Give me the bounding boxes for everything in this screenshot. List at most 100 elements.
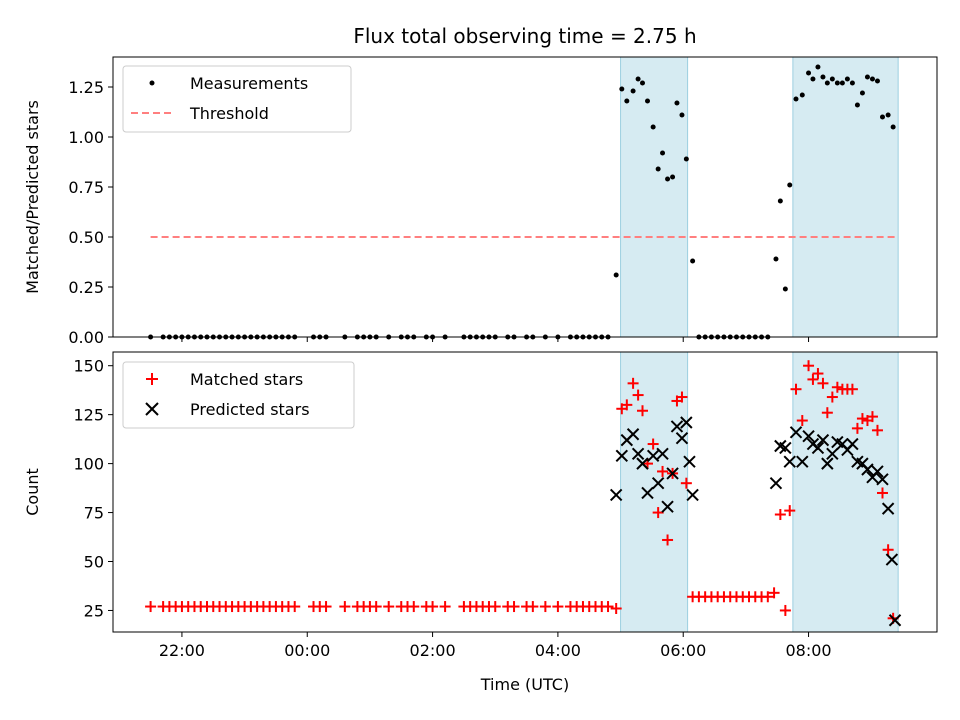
y-tick-label: 125	[73, 406, 104, 425]
matched-star-point	[774, 509, 786, 521]
predicted-star-point	[769, 476, 783, 490]
measurement-point	[849, 80, 855, 86]
matched-star-point	[807, 373, 819, 385]
bottom-series	[145, 360, 902, 627]
legend-measurements-label: Measurements	[190, 74, 308, 93]
matched-star-point	[876, 487, 888, 499]
top-legend-box	[122, 65, 352, 133]
matched-star-point	[647, 438, 659, 450]
predicted-star-point	[783, 455, 796, 468]
matched-star-point	[851, 422, 863, 434]
predicted-star-point	[885, 553, 899, 566]
measurement-point	[660, 150, 666, 156]
predicted-star-point	[675, 431, 689, 445]
matched-star-point	[662, 534, 674, 546]
measurement-point	[834, 80, 840, 86]
matched-star-point	[339, 601, 351, 613]
chart-title: Flux total observing time = 2.75 h	[353, 24, 696, 48]
bottom-y-axis-label: Count	[23, 468, 42, 516]
matched-star-point	[552, 601, 564, 613]
matched-star-point	[427, 601, 439, 613]
predicted-star-point	[811, 441, 825, 455]
bottom-panel: 25 50 75 100 125 150 22:00 00:00 02:00 04:00 06:0…	[23, 351, 938, 694]
x-tick-label: 02:00	[410, 641, 456, 660]
legend-predicted-label: Predicted stars	[190, 400, 310, 419]
matched-star-point	[652, 507, 664, 519]
measurement-point	[624, 98, 630, 104]
matched-star-point	[145, 601, 157, 613]
y-tick-label: 25	[84, 601, 104, 620]
y-tick-label: 1.25	[68, 78, 104, 97]
matched-star-point	[289, 601, 301, 613]
measurement-point	[630, 88, 636, 94]
y-tick-label: 1.00	[68, 128, 104, 147]
matched-star-point	[846, 383, 858, 395]
predicted-star-point	[636, 457, 649, 470]
predicted-star-point	[871, 465, 884, 478]
measurement-point	[619, 86, 625, 92]
matched-star-point	[439, 601, 451, 613]
y-tick-label: 75	[84, 504, 104, 523]
predicted-star-point	[683, 455, 696, 468]
x-tick-label: 00:00	[284, 641, 330, 660]
top-axes-frame	[112, 56, 938, 338]
matched-star-point	[602, 601, 614, 613]
matched-star-point	[408, 601, 420, 613]
matched-star-point	[882, 544, 894, 556]
measurement-point	[885, 112, 891, 118]
measurement-point	[639, 80, 645, 86]
measurement-point	[613, 272, 619, 278]
x-tick-label: 22:00	[159, 641, 205, 660]
bottom-y-ticks: 25 50 75 100 125 150	[73, 357, 113, 620]
measurement-point	[829, 76, 835, 82]
matched-star-point	[527, 601, 539, 613]
predicted-star-point	[670, 420, 684, 433]
measurement-point	[665, 176, 671, 182]
predicted-star-point	[876, 473, 889, 486]
measurement-point	[635, 76, 641, 82]
measurement-point	[810, 76, 816, 82]
matched-star-point	[676, 391, 688, 403]
measurement-point	[799, 92, 805, 98]
predicted-star-point	[796, 455, 809, 468]
y-tick-label: 0.25	[68, 278, 104, 297]
predicted-star-point	[626, 428, 640, 441]
matched-star-point	[812, 368, 824, 380]
predicted-star-point	[861, 463, 874, 476]
matched-star-point	[803, 360, 815, 372]
measurement-point	[679, 112, 685, 118]
legend-matched-marker	[146, 373, 158, 385]
measurement-point	[820, 74, 826, 80]
top-panel: 0.00 0.25 0.50 0.75 1.00 1.25 Matched/Predict…	[23, 56, 938, 347]
predicted-star-point	[666, 467, 679, 480]
matched-star-point	[508, 601, 520, 613]
bottom-axes-frame	[112, 351, 938, 633]
measurement-point	[690, 258, 696, 264]
bottom-legend: Matched stars Predicted stars	[122, 361, 355, 429]
matched-star-point	[817, 377, 829, 389]
matched-star-point	[680, 477, 692, 489]
legend-measurements-marker	[149, 80, 155, 86]
predicted-star-point	[888, 614, 902, 627]
predicted-star-point	[609, 488, 623, 502]
x-axis-label: Time (UTC)	[480, 675, 569, 694]
predicted-star-point	[686, 488, 699, 502]
predicted-star-point	[680, 416, 693, 429]
predicted-star-point	[646, 449, 660, 462]
observing-window-2	[792, 56, 899, 338]
predicted-star-point	[802, 429, 815, 443]
measurement-point	[782, 286, 788, 292]
predicted-star-point	[631, 447, 645, 461]
measurement-point	[879, 114, 885, 120]
matched-star-point	[610, 603, 622, 615]
measurement-point	[869, 76, 875, 82]
matched-star-point	[821, 407, 833, 419]
matched-star-point	[779, 604, 791, 616]
matched-star-point	[790, 383, 802, 395]
y-tick-label: 0.50	[68, 228, 104, 247]
measurement-point	[645, 98, 651, 104]
observing-window-1	[620, 351, 689, 633]
matched-star-point	[539, 601, 551, 613]
predicted-star-point	[661, 500, 674, 513]
